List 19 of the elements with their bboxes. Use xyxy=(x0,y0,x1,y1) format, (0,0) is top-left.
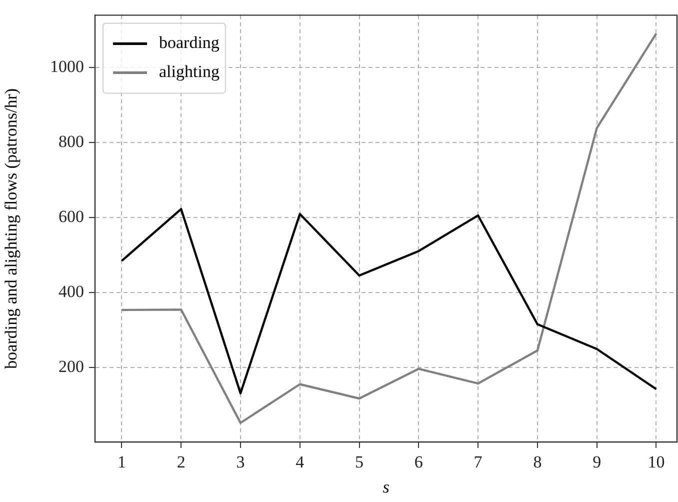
x-tick-label: 2 xyxy=(176,452,186,472)
legend-label: boarding xyxy=(159,33,220,52)
x-tick-label: 7 xyxy=(474,452,483,472)
x-tick-label: 5 xyxy=(355,452,364,472)
y-axis-title: boarding and alighting flows (patrons/hr) xyxy=(2,88,21,369)
y-tick-label: 200 xyxy=(58,357,84,376)
y-tick-label: 400 xyxy=(58,282,84,302)
y-tick-label: 800 xyxy=(58,132,84,152)
x-tick-label: 8 xyxy=(533,452,542,472)
y-tick-label: 600 xyxy=(58,207,84,226)
y-tick-label: 1000 xyxy=(50,57,84,76)
x-tick-label: 10 xyxy=(648,452,665,472)
x-tick-label: 9 xyxy=(592,452,602,472)
x-tick-label: 1 xyxy=(117,452,126,472)
x-axis-title: s xyxy=(382,477,390,496)
x-tick-label: 3 xyxy=(236,452,245,472)
legend-label: alighting xyxy=(159,62,220,82)
x-tick-label: 4 xyxy=(296,452,305,472)
x-tick-label: 6 xyxy=(414,452,423,472)
